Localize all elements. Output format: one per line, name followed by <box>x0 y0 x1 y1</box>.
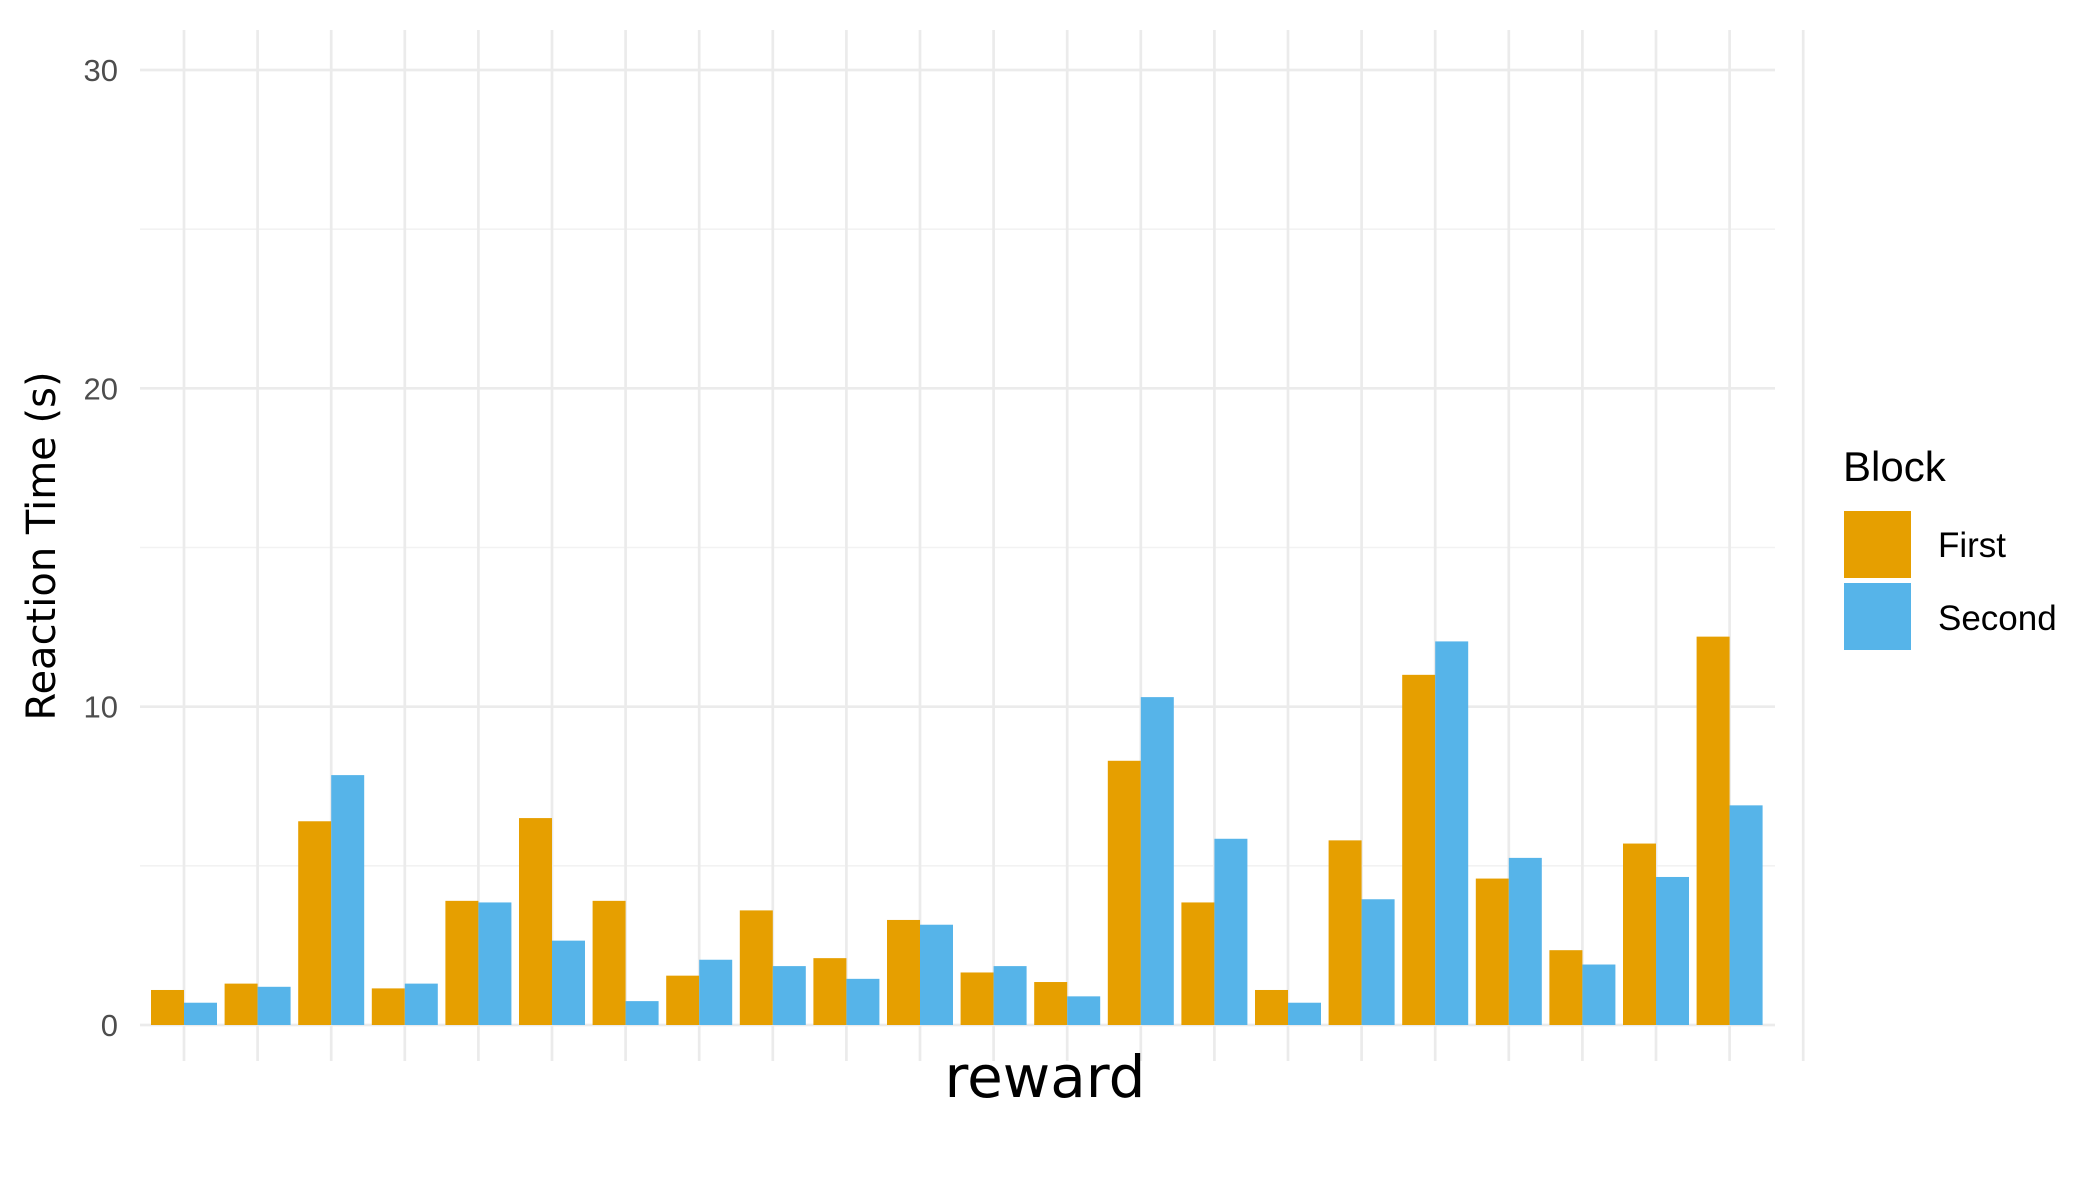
y-tick-label: 30 <box>84 53 118 88</box>
bar-second <box>1067 996 1101 1025</box>
bar-first <box>1402 674 1436 1025</box>
bar-first <box>1255 989 1288 1025</box>
y-axis-title: Reaction Time (s) <box>19 371 65 720</box>
bar-first <box>1181 902 1215 1025</box>
bar-first <box>224 983 258 1025</box>
bar-second <box>257 986 291 1025</box>
bar-second <box>1582 964 1616 1025</box>
bar-first <box>1475 878 1509 1025</box>
bar-first <box>813 958 847 1025</box>
bar-first <box>887 919 920 1025</box>
bar-first <box>151 989 184 1025</box>
bar-second <box>993 966 1027 1025</box>
bar-second <box>552 940 585 1025</box>
bar-first <box>592 900 626 1025</box>
bar-first <box>666 975 700 1025</box>
bar-second <box>699 959 733 1025</box>
legend-swatch-first <box>1844 511 1911 578</box>
bar-first <box>445 900 479 1025</box>
y-tick-label: 20 <box>84 371 118 406</box>
bar-second <box>1214 838 1248 1025</box>
bar-second <box>1656 876 1689 1025</box>
y-tick-label: 10 <box>84 690 118 725</box>
bar-first <box>739 910 773 1025</box>
bar-first <box>1328 840 1362 1025</box>
bar-first <box>371 988 405 1025</box>
bar-second <box>625 1001 659 1025</box>
bar-first <box>1623 843 1656 1025</box>
bars <box>151 636 1763 1025</box>
bar-second <box>1361 899 1395 1025</box>
bar-first <box>1034 982 1068 1025</box>
legend-title: Block <box>1843 443 1947 490</box>
grid <box>140 30 1805 1061</box>
y-axis-ticks: 0 10 20 30 <box>84 53 118 1043</box>
bar-second <box>846 978 880 1025</box>
legend: Block First Second <box>1843 443 2057 650</box>
bar-second <box>184 1002 217 1025</box>
bar-first <box>960 972 994 1025</box>
bar-second <box>920 924 953 1025</box>
bar-second <box>331 775 365 1025</box>
y-tick-label: 0 <box>101 1008 118 1043</box>
bar-second <box>1140 697 1174 1025</box>
bar-second <box>1435 641 1469 1025</box>
bar-second <box>1508 857 1542 1025</box>
bar-first <box>519 818 552 1025</box>
legend-swatch-second <box>1844 583 1911 650</box>
bar-first <box>298 821 332 1025</box>
bar-first <box>1107 760 1141 1025</box>
legend-label-second: Second <box>1938 599 2057 638</box>
bar-second <box>404 983 438 1025</box>
bar-second <box>1288 1002 1321 1025</box>
legend-label-first: First <box>1938 526 2006 565</box>
bar-second <box>478 902 512 1025</box>
bar-first <box>1549 950 1583 1025</box>
x-axis-title: reward <box>945 1043 1146 1111</box>
bar-first <box>1696 636 1730 1025</box>
bar-second <box>772 966 806 1025</box>
bar-second <box>1729 805 1763 1025</box>
